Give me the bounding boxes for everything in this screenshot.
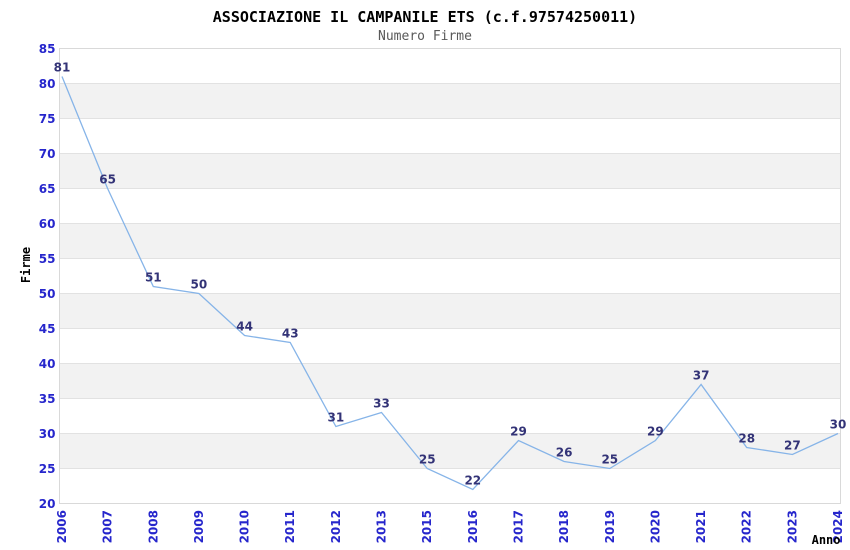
y-tick-label: 40 — [39, 357, 56, 371]
data-label: 25 — [601, 453, 618, 467]
y-axis-title: Firme — [19, 247, 33, 283]
y-tick-label: 30 — [39, 427, 56, 441]
y-tick-label: 85 — [39, 42, 56, 56]
plot-band — [59, 83, 841, 119]
data-label: 65 — [99, 173, 116, 187]
y-tick-label: 75 — [39, 112, 56, 126]
plot-band — [59, 223, 841, 259]
x-tick-label: 2007 — [101, 510, 115, 543]
y-tick-label: 35 — [39, 392, 56, 406]
x-tick-label: 2023 — [785, 510, 799, 543]
y-axis-tick-labels: 20 25 30 35 40 45 50 55 60 65 70 75 80 85 — [39, 42, 56, 511]
x-tick-label: 2021 — [694, 510, 708, 543]
data-label: 25 — [419, 453, 436, 467]
x-tick-label: 2024 — [831, 510, 845, 543]
data-label: 50 — [191, 278, 208, 292]
x-tick-label: 2009 — [192, 510, 206, 543]
chart-subtitle: Numero Firme — [378, 29, 472, 44]
axis-titles-group: Firme Anno — [19, 247, 841, 547]
y-tick-label: 25 — [39, 462, 56, 476]
data-label: 31 — [328, 411, 345, 425]
data-label: 22 — [464, 474, 481, 488]
plot-band — [59, 363, 841, 399]
x-tick-label: 2015 — [420, 510, 434, 543]
y-tick-label: 80 — [39, 77, 56, 91]
plot-bands — [59, 83, 841, 469]
x-tick-label: 2011 — [283, 510, 297, 543]
y-tick-label: 70 — [39, 147, 56, 161]
chart-title: ASSOCIAZIONE IL CAMPANILE ETS (c.f.97574… — [212, 8, 638, 26]
plot-border-group — [59, 48, 841, 504]
y-tick-label: 65 — [39, 182, 56, 196]
x-axis-tick-labels: 2006 2007 2008 2009 2010 2011 2012 2013 2015 2016… — [55, 510, 845, 543]
x-tick-label: 2008 — [146, 510, 160, 543]
y-tick-label: 55 — [39, 252, 56, 266]
series-group — [61, 76, 839, 491]
data-label: 33 — [373, 397, 390, 411]
data-label: 26 — [556, 446, 573, 460]
x-tick-label: 2022 — [740, 510, 754, 543]
plot-border — [59, 48, 841, 504]
data-label: 30 — [830, 418, 847, 432]
x-tick-label: 2012 — [329, 510, 343, 543]
y-tick-label: 50 — [39, 287, 56, 301]
y-tick-label: 60 — [39, 217, 56, 231]
series-line — [61, 76, 839, 491]
x-tick-label: 2006 — [55, 510, 69, 543]
data-label: 29 — [510, 425, 527, 439]
x-tick-label: 2019 — [603, 510, 617, 543]
data-labels-group: 81 65 51 50 44 43 31 33 25 22 29 26 25 29 37 28 27 30 — [54, 61, 847, 488]
data-label: 51 — [145, 271, 162, 285]
x-tick-label: 2017 — [512, 510, 526, 543]
plot-band — [59, 433, 841, 469]
y-tick-label: 20 — [39, 497, 56, 511]
y-tick-label: 45 — [39, 322, 56, 336]
data-label: 28 — [738, 432, 755, 446]
plot-band — [59, 153, 841, 189]
data-label: 81 — [54, 61, 71, 75]
x-tick-label: 2013 — [375, 510, 389, 543]
data-label: 44 — [236, 320, 253, 334]
x-tick-label: 2016 — [466, 510, 480, 543]
plot-band — [59, 293, 841, 329]
x-tick-label: 2010 — [238, 510, 252, 543]
data-label: 27 — [784, 439, 801, 453]
data-label: 43 — [282, 327, 299, 341]
data-label: 29 — [647, 425, 664, 439]
x-tick-label: 2020 — [648, 510, 662, 543]
x-tick-label: 2018 — [557, 510, 571, 543]
data-label: 37 — [693, 369, 710, 383]
x-axis-title: Anno — [812, 533, 841, 547]
